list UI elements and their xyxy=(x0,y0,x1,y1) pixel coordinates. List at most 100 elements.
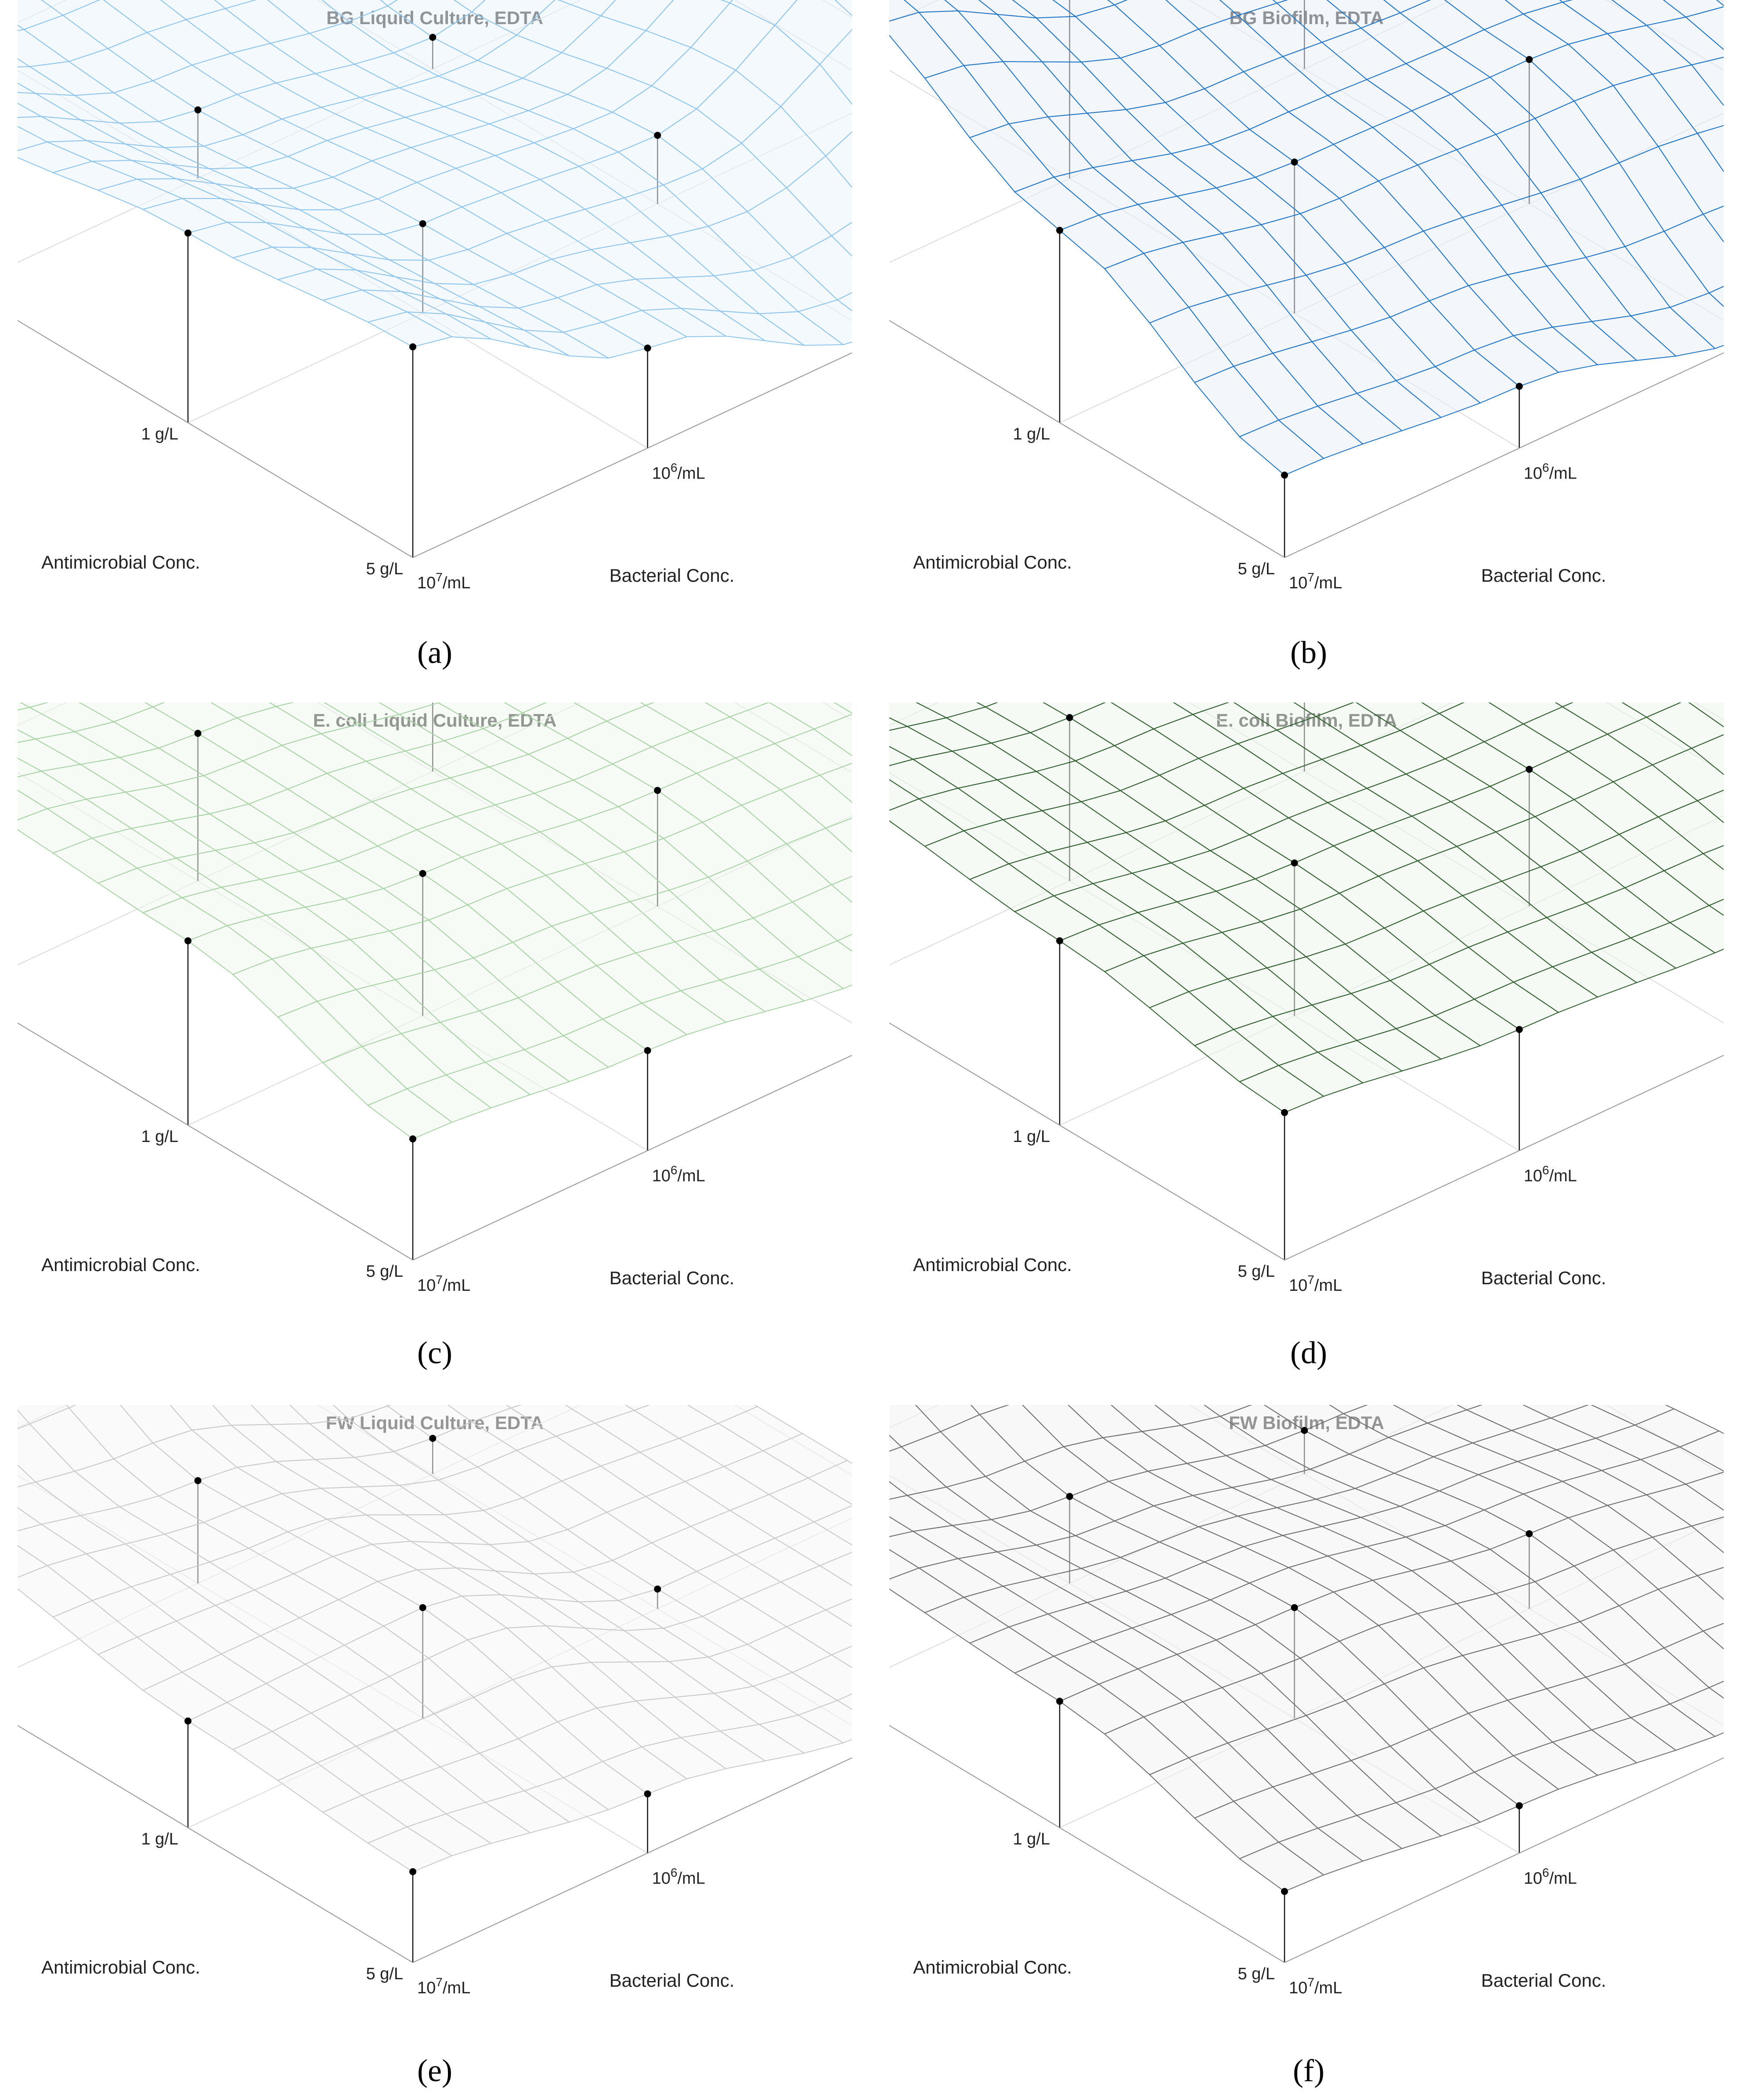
tick-exponent: 7 xyxy=(436,1273,443,1286)
caption-a: (a) xyxy=(417,635,452,670)
tick-base: 10 xyxy=(1524,1869,1542,1888)
surface-mesh xyxy=(0,909,1118,1873)
caption-b: (b) xyxy=(1290,635,1327,670)
chart-e: FW Liquid Culture, EDTA01234Relative Tur… xyxy=(0,647,1175,1997)
tick-exponent: 6 xyxy=(671,461,678,475)
tick-exponent: 7 xyxy=(1307,570,1314,584)
tick-base: 10 xyxy=(417,574,436,592)
x-tick-label: 5 g/L xyxy=(366,1965,403,1983)
tick-unit: /mL xyxy=(1314,1979,1342,1997)
x-tick-label: 5 g/L xyxy=(366,1262,403,1281)
data-point xyxy=(419,220,426,227)
x-axis-label: Antimicrobial Conc. xyxy=(913,552,1072,573)
y-tick-label: 107/mL xyxy=(1289,1975,1342,1997)
surface-cell xyxy=(1238,1841,1325,1892)
x-axis xyxy=(0,1012,413,1261)
surface-cell xyxy=(1238,1065,1325,1113)
y-axis-label: Bacterial Conc. xyxy=(1481,1970,1606,1991)
surface-cell xyxy=(1238,419,1324,476)
x-tick-label: 1 g/L xyxy=(1013,425,1050,443)
y-axis-label: Bacterial Conc. xyxy=(1481,1268,1606,1288)
y-tick-label: 107/mL xyxy=(417,1273,470,1295)
panel-c: E. coli Liquid Culture, EDTA00.511.522.5… xyxy=(0,0,1175,1370)
tick-exponent: 7 xyxy=(436,570,443,584)
surface-cell xyxy=(379,0,398,7)
y-tick-label: 106/mL xyxy=(652,461,705,483)
tick-base: 10 xyxy=(652,1167,671,1185)
data-point xyxy=(194,1477,202,1484)
y-axis-label: Bacterial Conc. xyxy=(1481,565,1606,586)
y-tick-label: 107/mL xyxy=(417,1975,470,1997)
tick-unit: /mL xyxy=(443,574,470,592)
y-tick-label: 106/mL xyxy=(652,1866,705,1888)
y-tick-label: 107/mL xyxy=(417,570,470,592)
surface-mesh xyxy=(159,215,1743,1113)
y-axis xyxy=(1284,1046,1743,1261)
data-point xyxy=(1526,1530,1533,1538)
y-tick-label: 106/mL xyxy=(1524,1866,1577,1888)
surface-mesh xyxy=(0,0,1118,359)
data-point xyxy=(1291,1604,1298,1611)
data-point xyxy=(654,1585,661,1593)
data-point xyxy=(1281,1888,1288,1895)
x-axis-label: Antimicrobial Conc. xyxy=(913,1254,1072,1275)
data-point xyxy=(194,730,202,737)
panel-f: FW Biofilm, EDTA01234Relative Turbidty0 … xyxy=(90,643,1743,2072)
data-point xyxy=(644,1790,651,1797)
surface-mesh xyxy=(159,935,1743,1892)
data-point xyxy=(1291,859,1298,867)
tick-exponent: 6 xyxy=(671,1866,678,1880)
tick-unit: /mL xyxy=(677,1167,705,1185)
x-axis xyxy=(0,309,413,558)
tick-base: 10 xyxy=(1524,1167,1542,1185)
tick-base: 10 xyxy=(1289,1276,1307,1295)
tick-exponent: 6 xyxy=(671,1163,678,1177)
x-tick-label: 5 g/L xyxy=(1238,1262,1275,1281)
chart-b: BG Biofilm, EDTA05101520Relative Turbidt… xyxy=(306,0,1743,592)
data-point xyxy=(1056,937,1063,944)
y-tick-label: 107/mL xyxy=(1289,570,1342,592)
data-points xyxy=(1056,56,1533,479)
panel-d: E. coli Biofilm, EDTA00.511.522.53Relati… xyxy=(90,0,1743,1370)
data-point xyxy=(1056,1697,1063,1705)
chart-a: BG Liquid Culture, EDTA00.511.522.53Rela… xyxy=(0,0,1175,592)
tick-exponent: 6 xyxy=(1542,461,1549,475)
surface-cell xyxy=(367,1088,453,1140)
y-tick-label: 106/mL xyxy=(1524,1163,1577,1185)
y-axis xyxy=(1284,1748,1743,1963)
data-point xyxy=(1291,158,1298,166)
tick-unit: /mL xyxy=(1314,1276,1342,1295)
surface-mesh xyxy=(0,239,1118,1140)
data-point xyxy=(1281,472,1288,479)
tick-unit: /mL xyxy=(1549,465,1577,483)
surface-cell xyxy=(1107,0,1128,6)
x-tick-label: 5 g/L xyxy=(1238,560,1275,578)
data-point xyxy=(1516,382,1523,390)
data-point xyxy=(644,344,651,352)
y-tick-label: 106/mL xyxy=(652,1163,705,1185)
surface-mesh xyxy=(851,0,1743,476)
y-axis xyxy=(1284,343,1743,558)
y-tick-label: 107/mL xyxy=(1289,1273,1342,1295)
tick-unit: /mL xyxy=(443,1979,470,1997)
data-point xyxy=(1301,1427,1308,1434)
x-tick-label: 1 g/L xyxy=(1013,1127,1050,1146)
surface-cell xyxy=(366,311,453,348)
caption-d: (d) xyxy=(1290,1335,1327,1370)
y-axis-label: Bacterial Conc. xyxy=(610,1268,735,1288)
data-point xyxy=(409,343,416,350)
data-point xyxy=(1516,1026,1523,1033)
data-point xyxy=(1526,766,1533,773)
tick-unit: /mL xyxy=(677,1869,705,1888)
tick-unit: /mL xyxy=(1314,574,1342,592)
data-point xyxy=(654,132,661,139)
caption-e: (e) xyxy=(417,2053,452,2088)
tick-exponent: 7 xyxy=(436,1975,443,1989)
tick-base: 10 xyxy=(417,1276,436,1295)
data-point xyxy=(1526,56,1533,63)
data-point xyxy=(644,1047,651,1054)
surface-cell xyxy=(367,1826,453,1873)
tick-unit: /mL xyxy=(1549,1167,1577,1185)
tick-unit: /mL xyxy=(443,1276,470,1295)
